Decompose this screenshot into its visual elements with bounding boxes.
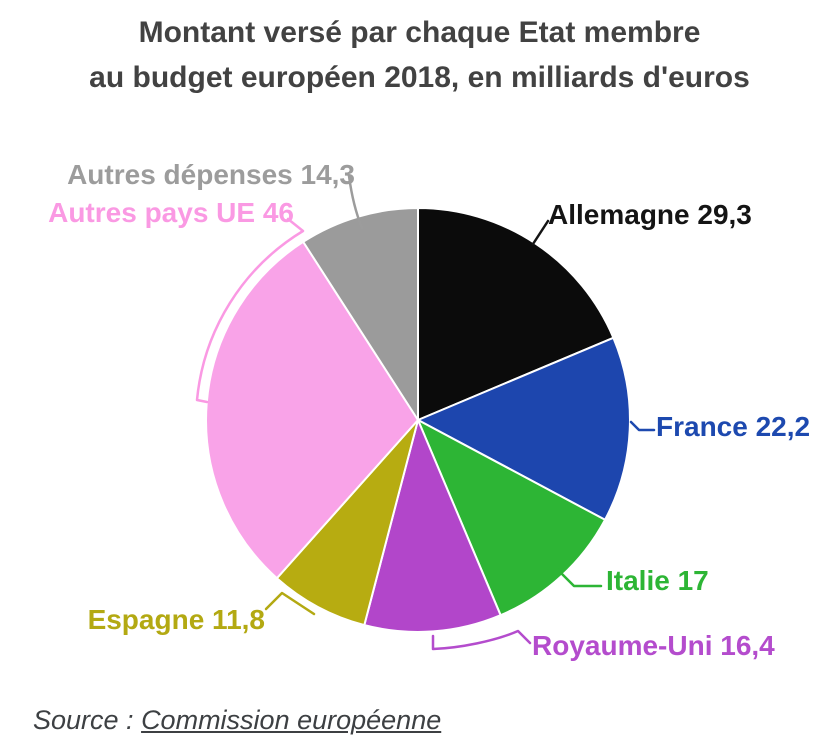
callout-royaume-uni-line	[431, 629, 532, 651]
chart-title-line1: Montant versé par chaque Etat membre	[138, 16, 701, 49]
callout-france-line	[629, 420, 656, 432]
callout-espagne-line	[264, 591, 316, 616]
pie-slice-royaume-uni	[363, 419, 502, 633]
pie-slice-espagne	[275, 419, 419, 627]
callout-allemagne-line	[531, 219, 550, 246]
label-france: France 22,2	[656, 411, 810, 442]
label-italie: Italie 17	[606, 565, 709, 596]
chart-title-line2: au budget européen 2018, en milliards d'…	[89, 61, 750, 94]
label-espagne: Espagne 11,8	[88, 604, 265, 635]
label-allemagne: Allemagne 29,3	[548, 199, 752, 230]
source-line: Source : Commission européenne	[33, 705, 441, 736]
callout-italie-line	[556, 568, 603, 588]
chart-title: Montant versé par chaque Etat membre au …	[0, 10, 839, 100]
pie-slice-italie	[417, 419, 606, 617]
pie-slice-allemagne	[417, 207, 615, 421]
pie-slice-france	[417, 336, 631, 521]
source-prefix: Source :	[33, 705, 142, 735]
pie-slices	[205, 207, 631, 633]
label-royaume-uni: Royaume-Uni 16,4	[532, 630, 775, 661]
label-autres-pays-ue: Autres pays UE 46	[48, 197, 294, 228]
callout-lines	[195, 174, 656, 651]
callout-autres-depenses-line	[347, 174, 364, 230]
label-autres-depenses: Autres dépenses 14,3	[67, 159, 355, 190]
pie-slice-autres-pays-ue	[205, 240, 419, 580]
source-link[interactable]: Commission européenne	[141, 705, 442, 735]
callout-autres-pays-ue-line	[195, 217, 305, 404]
slice-labels: Allemagne 29,3 France 22,2 Italie 17 Roy…	[48, 159, 810, 661]
